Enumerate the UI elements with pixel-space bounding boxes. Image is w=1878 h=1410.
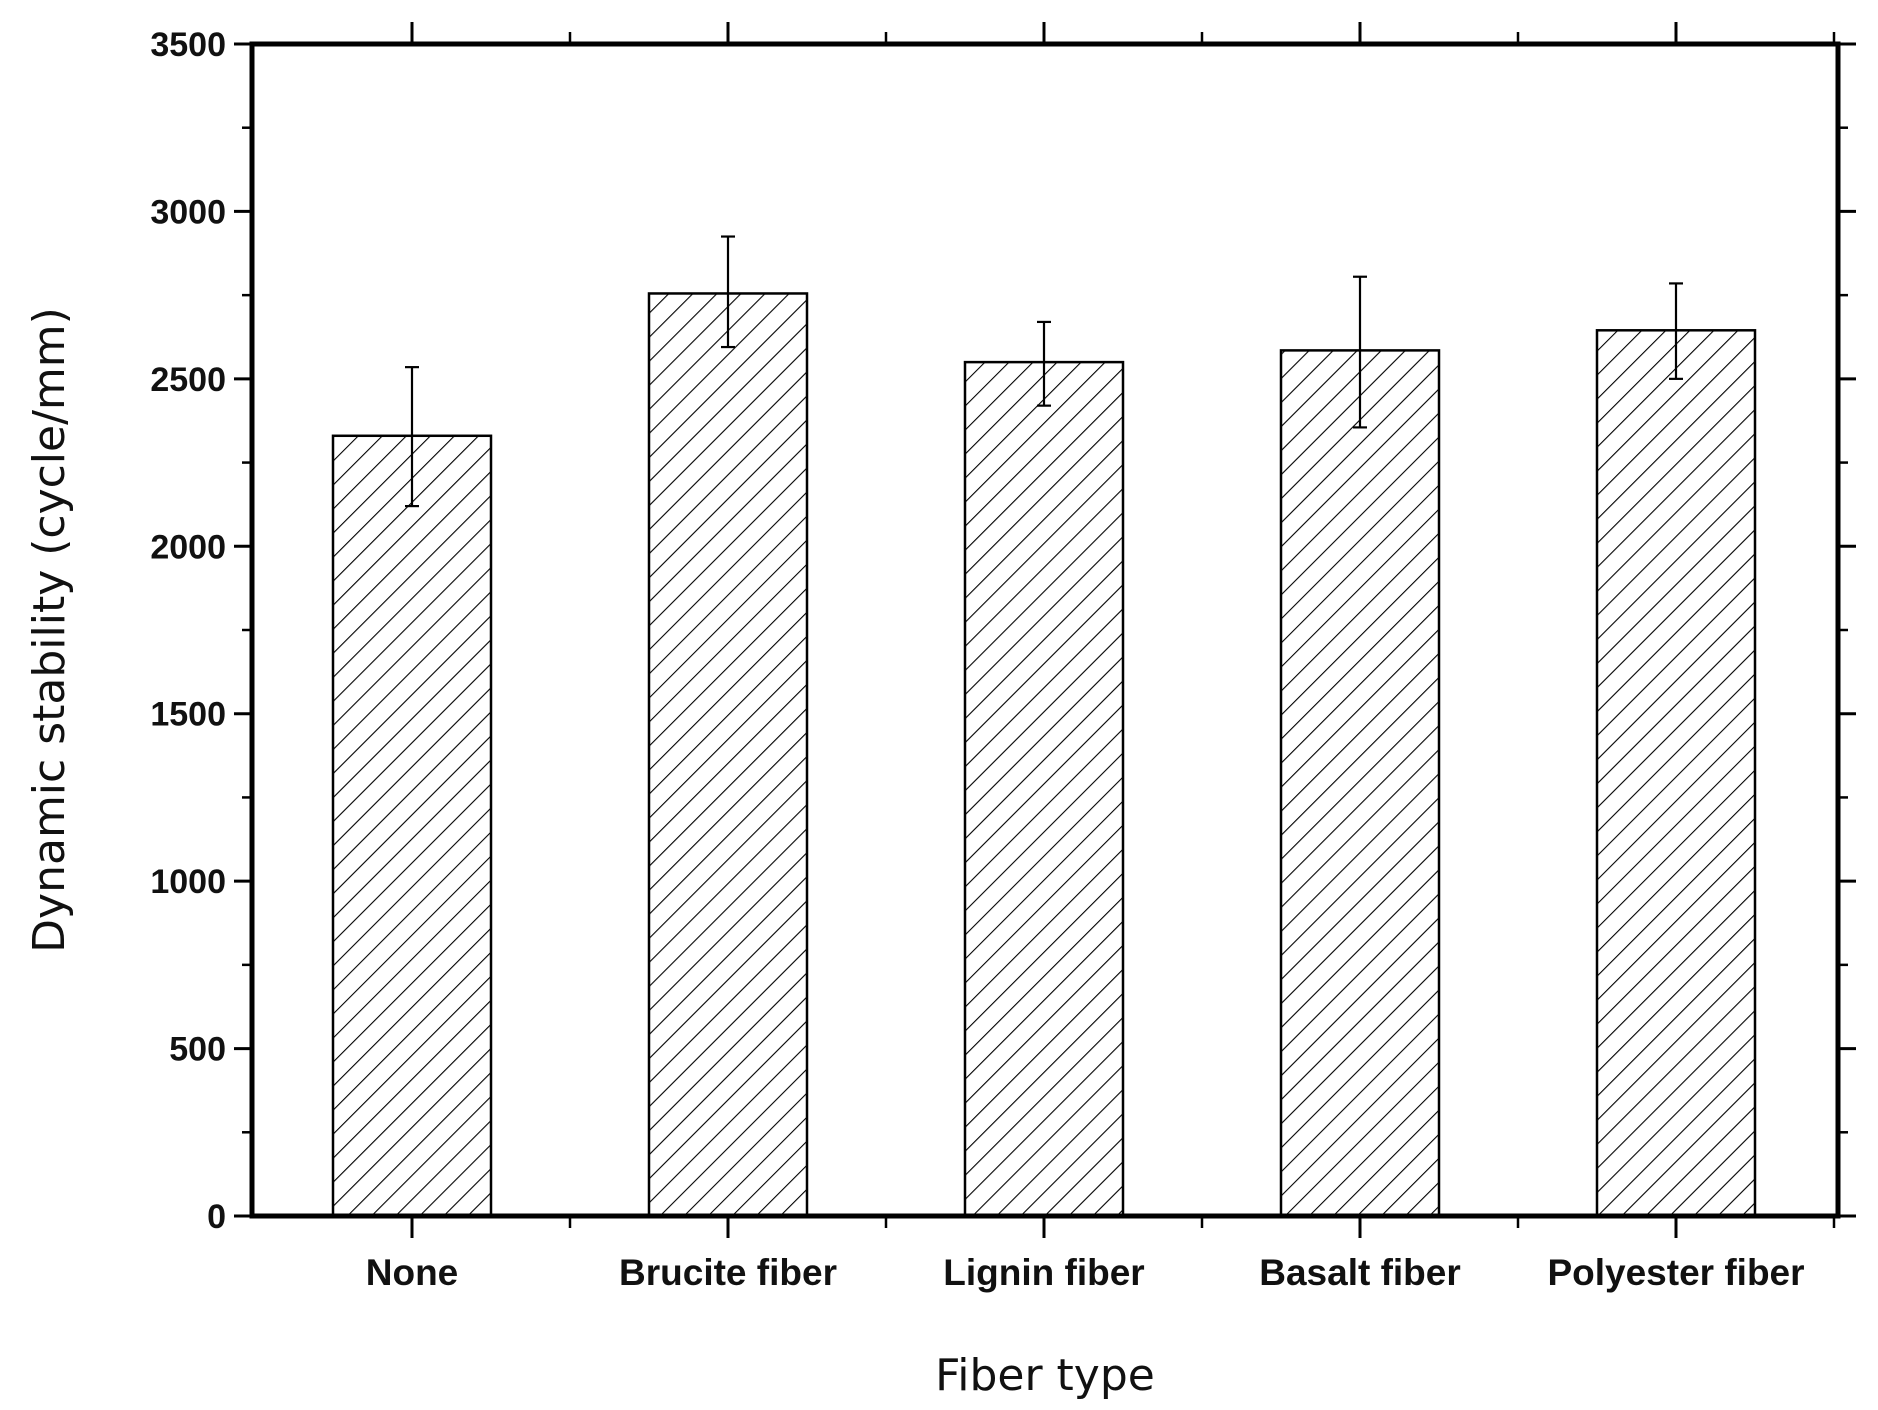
bar-lignin-fiber bbox=[963, 360, 1125, 1218]
x-tick-label: Lignin fiber bbox=[943, 1252, 1144, 1293]
y-tick-label: 1500 bbox=[150, 696, 226, 734]
x-tick-label: Brucite fiber bbox=[619, 1252, 837, 1293]
bar-polyester-fiber bbox=[1595, 329, 1757, 1218]
x-tick-label: None bbox=[366, 1252, 459, 1293]
x-tick-labels: None Brucite fiber Lignin fiber Basalt fibe… bbox=[366, 1252, 1805, 1293]
y-tick-label: 1000 bbox=[150, 863, 226, 901]
x-tick-label: Basalt fiber bbox=[1259, 1252, 1461, 1293]
bar-basalt-fiber bbox=[1279, 349, 1441, 1218]
bar-none bbox=[331, 434, 493, 1218]
error-bar-none bbox=[405, 366, 419, 508]
error-bar-lignin-fiber bbox=[1037, 320, 1051, 407]
y-tick-label: 500 bbox=[169, 1031, 226, 1069]
y-tick-label: 2500 bbox=[150, 361, 226, 399]
bar-brucite-fiber bbox=[647, 292, 809, 1218]
error-bars-layer bbox=[405, 235, 1683, 508]
y-axis-title: Dynamic stability (cycle/mm) bbox=[24, 307, 75, 953]
error-bar-polyester-fiber bbox=[1669, 282, 1683, 380]
y-tick-label: 3000 bbox=[150, 193, 226, 231]
x-axis-title: Fiber type bbox=[935, 1350, 1155, 1401]
x-tick-label: Polyester fiber bbox=[1547, 1252, 1804, 1293]
error-bar-brucite-fiber bbox=[721, 235, 735, 349]
y-tick-label: 2000 bbox=[150, 528, 226, 566]
ticks-layer bbox=[234, 22, 1856, 1238]
y-tick-label: 0 bbox=[207, 1198, 226, 1236]
y-tick-labels: 0 500 1000 1500 2000 2500 3000 3500 bbox=[150, 26, 226, 1236]
error-bar-basalt-fiber bbox=[1353, 275, 1367, 429]
y-tick-label: 3500 bbox=[150, 26, 226, 64]
bars-layer bbox=[331, 292, 1757, 1218]
